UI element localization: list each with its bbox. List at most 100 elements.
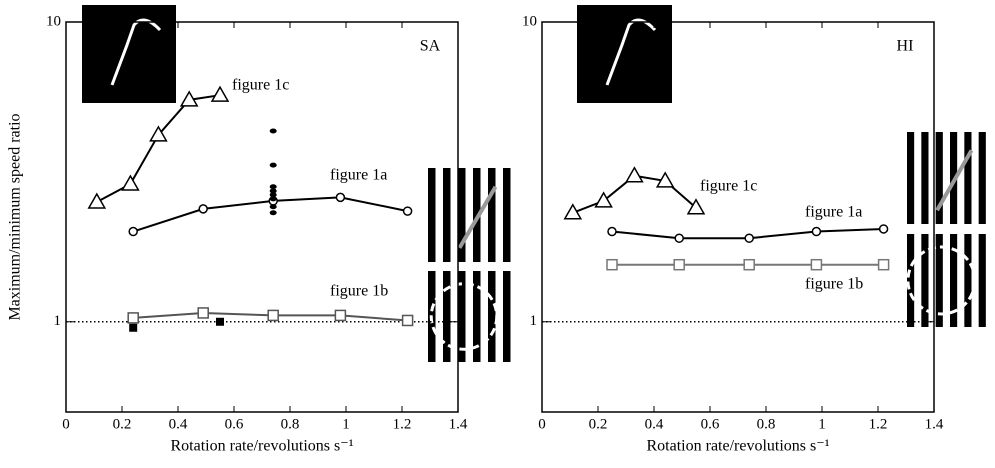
stripe — [964, 234, 972, 327]
plot-frame — [65, 21, 459, 413]
x-tick-label: 0.6 — [225, 416, 244, 432]
stripe — [921, 132, 929, 224]
marker — [129, 323, 138, 332]
stripe — [503, 168, 511, 262]
marker — [269, 204, 277, 210]
stripe — [488, 271, 496, 362]
marker — [269, 188, 277, 194]
marker — [269, 184, 277, 190]
marker — [743, 258, 755, 271]
stripe — [458, 168, 466, 262]
marker — [87, 192, 107, 209]
stripe — [443, 168, 451, 262]
x-tick-label: 1.4 — [925, 416, 944, 432]
series-label: figure 1a — [330, 167, 387, 184]
marker — [128, 226, 138, 237]
marker — [269, 196, 277, 202]
stripe — [935, 132, 943, 224]
x-tick-label: 0.2 — [589, 416, 608, 432]
stripe — [473, 271, 481, 362]
x-tick-label: 1 — [818, 416, 826, 432]
marker — [673, 258, 685, 271]
x-tick-label: 0.4 — [645, 416, 664, 432]
marker — [810, 258, 823, 271]
marker — [267, 309, 279, 322]
stripe — [907, 234, 915, 327]
stripe — [458, 271, 466, 362]
stripe — [907, 132, 915, 224]
marker — [744, 233, 754, 243]
stripe — [443, 271, 451, 362]
drum-circle — [906, 245, 977, 316]
x-axis-label: Rotation rate/revolutions s⁻¹ — [647, 438, 830, 455]
series-label: figure 1b — [805, 276, 863, 293]
marker — [127, 312, 139, 324]
drum-animal — [935, 149, 974, 212]
y-axis-label: Maximum/minimum speed ratio — [7, 113, 24, 320]
x-tick-label: 0.8 — [757, 416, 776, 432]
x-tick-label: 0.6 — [701, 416, 720, 432]
x-tick-label: 1.4 — [449, 416, 468, 432]
panel-label: HI — [897, 38, 914, 55]
x-tick-label: 1 — [342, 416, 350, 432]
series-line — [96, 94, 221, 203]
animal-shape — [110, 18, 162, 86]
marker — [607, 226, 617, 237]
stripe — [428, 168, 436, 262]
marker — [149, 125, 168, 142]
stripe — [921, 234, 929, 327]
series-label: figure 1a — [805, 204, 862, 221]
stripe — [488, 168, 496, 262]
marker — [878, 224, 889, 234]
plot-frame — [541, 21, 935, 413]
marker — [674, 233, 684, 243]
x-axis-label: Rotation rate/revolutions s⁻¹ — [171, 438, 354, 455]
stripe — [503, 271, 511, 362]
series-label: figure 1b — [330, 283, 388, 300]
marker — [686, 198, 706, 215]
marker — [210, 85, 230, 102]
stripe — [935, 234, 943, 327]
drum-animal — [457, 185, 498, 249]
panel-label: SA — [420, 38, 441, 55]
series-label: figure 1c — [700, 178, 757, 195]
y-tick-label: 10 — [522, 13, 537, 29]
marker — [269, 210, 277, 216]
marker — [269, 162, 277, 168]
marker — [198, 204, 208, 214]
marker — [179, 90, 199, 107]
animal-icon — [82, 5, 176, 103]
stripe — [950, 234, 958, 327]
y-tick-label: 10 — [46, 13, 61, 29]
marker — [335, 192, 346, 203]
marker — [216, 317, 224, 326]
y-tick-label: 1 — [530, 313, 538, 329]
marker — [877, 258, 890, 271]
animal-icon — [577, 5, 672, 103]
x-tick-label: 0 — [538, 416, 546, 432]
marker — [269, 192, 277, 198]
marker — [625, 166, 644, 183]
animal-shape — [605, 18, 657, 86]
drum-circle — [429, 282, 499, 351]
marker — [606, 258, 618, 271]
x-tick-label: 1.2 — [869, 416, 888, 432]
marker — [197, 307, 209, 319]
marker — [269, 128, 277, 134]
marker — [811, 226, 822, 237]
series-label: figure 1c — [232, 77, 289, 94]
y-tick-label: 1 — [54, 313, 62, 329]
marker — [563, 203, 583, 220]
marker — [594, 191, 613, 208]
marker — [334, 309, 347, 322]
stripe — [964, 132, 972, 224]
x-tick-label: 0.8 — [281, 416, 300, 432]
x-tick-label: 0.4 — [169, 416, 188, 432]
stripe — [978, 132, 986, 224]
x-tick-label: 0.2 — [113, 416, 132, 432]
x-tick-label: 0 — [62, 416, 70, 432]
marker — [401, 314, 414, 327]
stripe — [978, 234, 986, 327]
marker — [655, 171, 675, 188]
